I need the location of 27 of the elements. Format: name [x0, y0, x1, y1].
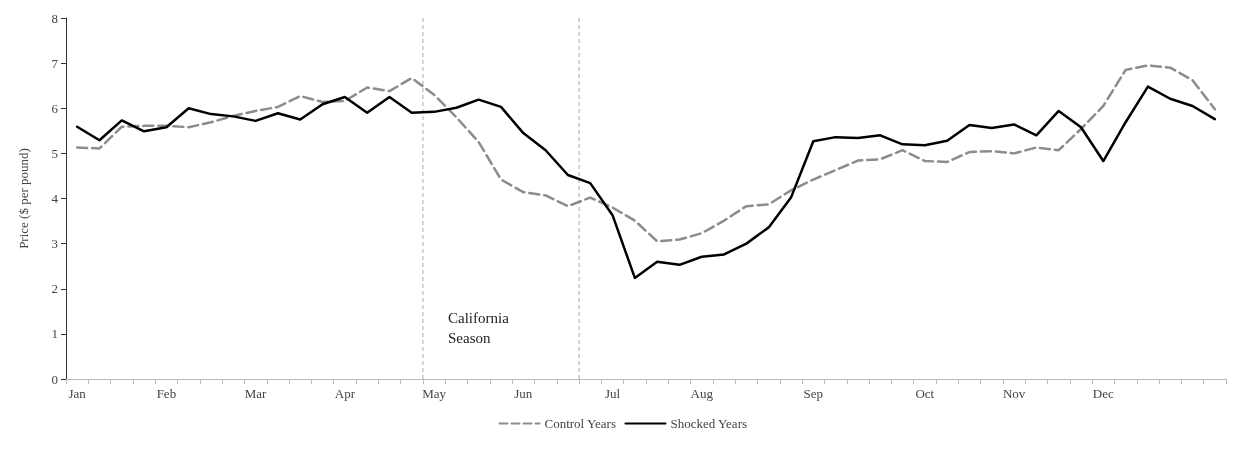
x-tick-label: Aug	[690, 386, 714, 401]
y-tick-label: 3	[51, 236, 58, 252]
x-tick-label: Nov	[1002, 386, 1026, 401]
y-tick-label: 1	[51, 326, 58, 342]
legend-label: Control Years	[544, 416, 616, 431]
legend-label: Shocked Years	[670, 416, 748, 431]
y-tick-label: 2	[51, 281, 58, 297]
y-tick-label: 0	[51, 371, 58, 387]
x-tick-label: Apr	[334, 386, 356, 401]
line-series	[75, 85, 1217, 280]
annotation: California Season	[448, 310, 513, 346]
y-tick-label: 5	[51, 145, 58, 161]
line-series	[75, 64, 1217, 243]
y-tick-label: 7	[51, 55, 59, 71]
y-tick-label: 6	[51, 100, 59, 116]
x-tick-label: Jan	[68, 386, 87, 401]
x-tick-label: Jul	[604, 386, 621, 401]
x-tick-label: May	[422, 386, 447, 401]
x-tick-label: Oct	[915, 386, 935, 401]
y-tick-label: 4	[51, 191, 59, 206]
x-tick-label: Mar	[244, 386, 268, 401]
x-tick-label: Feb	[156, 386, 177, 401]
y-axis-title: Price ($ per pound)	[16, 148, 31, 249]
x-tick-label: Jun	[514, 386, 533, 401]
y-tick-label: 8	[51, 10, 58, 26]
x-tick-label: Sep	[803, 386, 824, 401]
x-tick-label: Dec	[1092, 386, 1114, 401]
